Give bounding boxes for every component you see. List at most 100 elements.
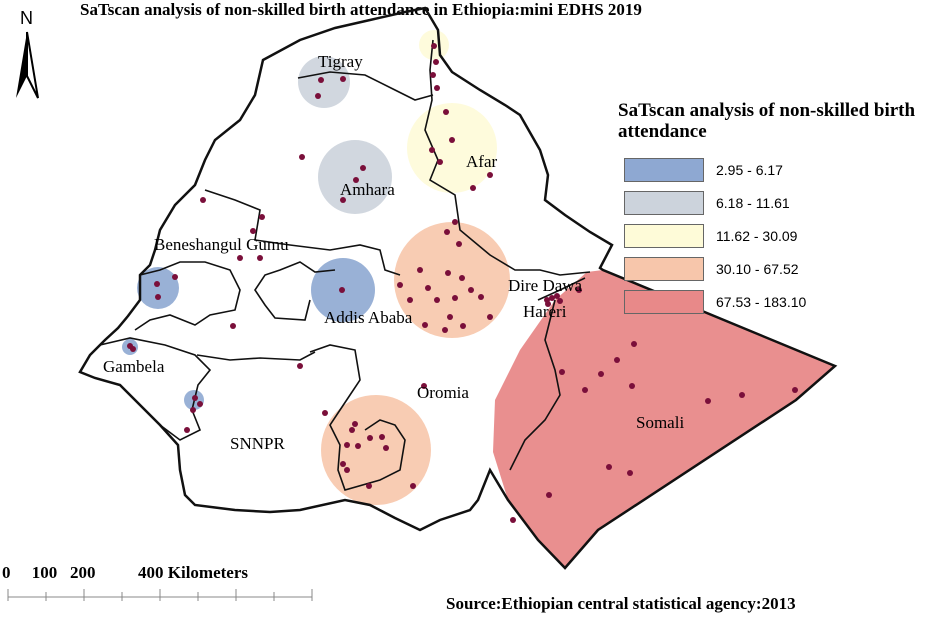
survey-point	[407, 297, 413, 303]
survey-point	[437, 159, 443, 165]
survey-point	[443, 109, 449, 115]
survey-point	[318, 77, 324, 83]
survey-point	[184, 427, 190, 433]
cluster-circle-afar	[407, 103, 497, 193]
label-hareri: Hareri	[523, 302, 567, 321]
legend-swatch	[624, 157, 704, 182]
survey-point	[456, 241, 462, 247]
survey-point	[421, 383, 427, 389]
survey-point	[237, 255, 243, 261]
survey-point	[155, 294, 161, 300]
legend-title: SaTscan analysis of non-skilled birth at…	[618, 100, 916, 142]
survey-point	[425, 285, 431, 291]
survey-point	[545, 301, 551, 307]
label-amhara: Amhara	[340, 180, 395, 199]
legend-swatch	[624, 256, 704, 281]
cluster-circle-south	[321, 395, 431, 505]
survey-point	[705, 398, 711, 404]
survey-point	[257, 255, 263, 261]
survey-point	[197, 401, 203, 407]
survey-point	[340, 197, 346, 203]
north-arrow-icon	[16, 31, 39, 99]
legend-swatch	[624, 190, 704, 215]
survey-point	[429, 147, 435, 153]
survey-point	[442, 327, 448, 333]
cluster-circle-central	[394, 222, 510, 338]
survey-point	[366, 483, 372, 489]
legend-label: 67.53 - 183.10	[716, 293, 807, 310]
map-title: SaTscan analysis of non-skilled birth at…	[80, 0, 642, 19]
survey-point	[444, 229, 450, 235]
legend-items: 2.95 - 6.17 6.18 - 11.61 11.62 - 30.09 30.1…	[618, 156, 938, 315]
survey-point	[460, 323, 466, 329]
survey-point	[582, 387, 588, 393]
label-afar: Afar	[466, 152, 498, 171]
survey-point	[598, 371, 604, 377]
survey-point	[349, 427, 355, 433]
survey-point	[410, 483, 416, 489]
survey-point	[792, 387, 798, 393]
label-addis-ababa: Addis Ababa	[324, 308, 413, 327]
survey-point	[510, 517, 516, 523]
label-dire-dawa: Dire Dawa	[508, 276, 583, 295]
survey-point	[200, 197, 206, 203]
survey-point	[344, 467, 350, 473]
survey-point	[546, 492, 552, 498]
source-note: Source:Ethiopian central statistical age…	[446, 594, 796, 613]
label-benishangul: Beneshangul Gumu	[154, 235, 289, 254]
survey-point	[417, 267, 423, 273]
survey-point	[468, 287, 474, 293]
survey-point	[470, 185, 476, 191]
legend: SaTscan analysis of non-skilled birth at…	[618, 100, 938, 321]
survey-point	[154, 281, 160, 287]
survey-point	[576, 287, 582, 293]
survey-point	[360, 165, 366, 171]
survey-point	[452, 295, 458, 301]
legend-label: 2.95 - 6.17	[716, 161, 783, 178]
survey-point	[447, 314, 453, 320]
cluster-circle-amhara	[318, 140, 392, 214]
legend-item: 6.18 - 11.61	[618, 189, 938, 216]
survey-point	[614, 357, 620, 363]
survey-point	[192, 395, 198, 401]
survey-point	[353, 177, 359, 183]
survey-point	[344, 442, 350, 448]
survey-point	[459, 275, 465, 281]
legend-item: 11.62 - 30.09	[618, 222, 938, 249]
label-tigray: Tigray	[318, 52, 363, 71]
survey-point	[549, 295, 555, 301]
survey-points	[127, 43, 798, 523]
somali-cluster-polygon	[493, 270, 835, 568]
survey-point	[433, 59, 439, 65]
survey-point	[322, 410, 328, 416]
survey-point	[739, 392, 745, 398]
survey-point	[340, 76, 346, 82]
survey-point	[434, 85, 440, 91]
legend-item: 2.95 - 6.17	[618, 156, 938, 183]
survey-point	[130, 346, 136, 352]
label-gambela: Gambela	[103, 357, 165, 376]
survey-point	[315, 93, 321, 99]
survey-point	[559, 369, 565, 375]
survey-point	[629, 383, 635, 389]
legend-label: 11.62 - 30.09	[716, 227, 798, 244]
survey-point	[487, 314, 493, 320]
survey-point	[478, 294, 484, 300]
survey-point	[379, 434, 385, 440]
label-oromia: Oromia	[417, 383, 469, 402]
survey-point	[339, 287, 345, 293]
survey-point	[352, 421, 358, 427]
survey-point	[172, 274, 178, 280]
cluster-circle-tigray	[298, 56, 350, 108]
survey-point	[631, 341, 637, 347]
region-boundaries	[99, 39, 591, 491]
survey-point	[383, 445, 389, 451]
legend-swatch	[624, 289, 704, 314]
survey-point	[449, 137, 455, 143]
survey-point	[250, 228, 256, 234]
north-label: N	[20, 8, 33, 28]
survey-point	[445, 270, 451, 276]
scale-bar	[7, 589, 313, 601]
survey-point	[340, 461, 346, 467]
